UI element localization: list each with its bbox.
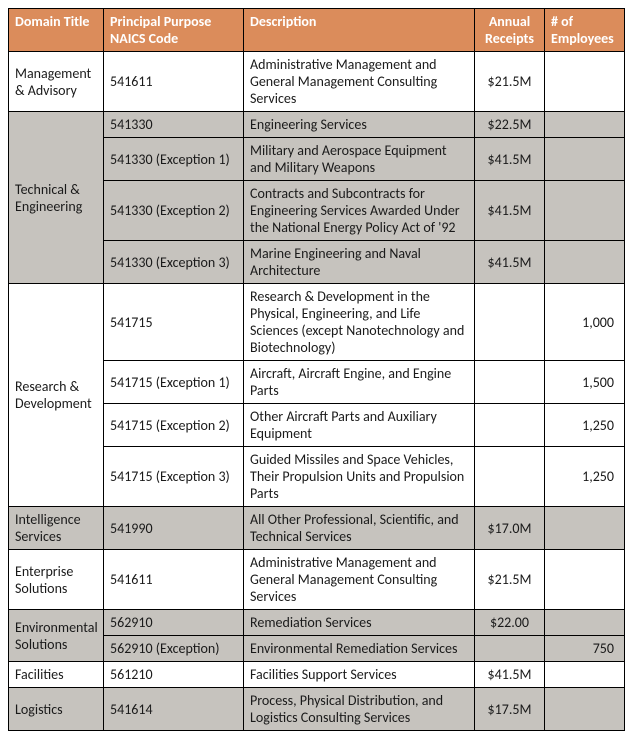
cell-emp bbox=[545, 507, 625, 550]
cell-desc: Other Aircraft Parts and Auxiliary Equip… bbox=[244, 404, 475, 447]
col-header-domain: Domain Title bbox=[9, 9, 104, 52]
cell-receipts: $21.5M bbox=[475, 550, 545, 610]
table-row: Enterprise Solutions541611Administrative… bbox=[9, 550, 625, 610]
cell-receipts: $17.5M bbox=[475, 688, 545, 731]
table-row: Management & Advisory541611Administrativ… bbox=[9, 52, 625, 112]
cell-domain: Technical & Engineering bbox=[9, 112, 104, 284]
cell-desc: Contracts and Subcontracts for Engineeri… bbox=[244, 181, 475, 241]
cell-emp: 1,500 bbox=[545, 361, 625, 404]
cell-receipts: $21.5M bbox=[475, 52, 545, 112]
cell-naics: 562910 bbox=[104, 610, 244, 636]
cell-receipts bbox=[475, 361, 545, 404]
cell-desc: Remediation Services bbox=[244, 610, 475, 636]
table-row: Logistics541614Process, Physical Distrib… bbox=[9, 688, 625, 731]
cell-receipts: $41.5M bbox=[475, 181, 545, 241]
cell-emp: 1,000 bbox=[545, 284, 625, 361]
cell-domain: Facilities bbox=[9, 662, 104, 688]
cell-receipts: $41.5M bbox=[475, 662, 545, 688]
cell-desc: Administrative Management and General Ma… bbox=[244, 550, 475, 610]
cell-desc: Environmental Remediation Services bbox=[244, 636, 475, 662]
cell-emp bbox=[545, 181, 625, 241]
cell-naics: 561210 bbox=[104, 662, 244, 688]
cell-receipts: $41.5M bbox=[475, 241, 545, 284]
cell-desc: Research & Development in the Physical, … bbox=[244, 284, 475, 361]
col-header-naics: Principal Purpose NAICS Code bbox=[104, 9, 244, 52]
cell-emp: 1,250 bbox=[545, 404, 625, 447]
cell-naics: 541611 bbox=[104, 550, 244, 610]
cell-desc: Guided Missiles and Space Vehicles, Thei… bbox=[244, 447, 475, 507]
cell-desc: Marine Engineering and Naval Architectur… bbox=[244, 241, 475, 284]
cell-emp bbox=[545, 550, 625, 610]
table-row: Intelligence Services541990All Other Pro… bbox=[9, 507, 625, 550]
cell-emp bbox=[545, 112, 625, 138]
cell-desc: Military and Aerospace Equipment and Mil… bbox=[244, 138, 475, 181]
cell-domain: Research & Development bbox=[9, 284, 104, 507]
cell-emp: 1,250 bbox=[545, 447, 625, 507]
cell-emp bbox=[545, 241, 625, 284]
cell-naics: 541715 (Exception 2) bbox=[104, 404, 244, 447]
cell-emp bbox=[545, 662, 625, 688]
cell-receipts: $17.0M bbox=[475, 507, 545, 550]
cell-receipts bbox=[475, 404, 545, 447]
cell-desc: Aircraft, Aircraft Engine, and Engine Pa… bbox=[244, 361, 475, 404]
cell-desc: Process, Physical Distribution, and Logi… bbox=[244, 688, 475, 731]
cell-receipts: $22.5M bbox=[475, 112, 545, 138]
cell-naics: 562910 (Exception) bbox=[104, 636, 244, 662]
cell-domain: Enterprise Solutions bbox=[9, 550, 104, 610]
cell-emp bbox=[545, 688, 625, 731]
cell-naics: 541715 (Exception 3) bbox=[104, 447, 244, 507]
cell-receipts bbox=[475, 636, 545, 662]
cell-emp bbox=[545, 52, 625, 112]
cell-domain: Intelligence Services bbox=[9, 507, 104, 550]
cell-receipts: $22.00 bbox=[475, 610, 545, 636]
cell-naics: 541715 (Exception 1) bbox=[104, 361, 244, 404]
cell-receipts bbox=[475, 447, 545, 507]
table-body: Management & Advisory541611Administrativ… bbox=[9, 52, 625, 731]
cell-domain: Management & Advisory bbox=[9, 52, 104, 112]
cell-domain: Logistics bbox=[9, 688, 104, 731]
table-row: Research & Development541715Research & D… bbox=[9, 284, 625, 361]
cell-naics: 541614 bbox=[104, 688, 244, 731]
table-header-row: Domain Title Principal Purpose NAICS Cod… bbox=[9, 9, 625, 52]
cell-domain: Environmental Solutions bbox=[9, 610, 104, 662]
cell-naics: 541330 (Exception 3) bbox=[104, 241, 244, 284]
cell-naics: 541330 (Exception 2) bbox=[104, 181, 244, 241]
cell-desc: Facilities Support Services bbox=[244, 662, 475, 688]
cell-naics: 541611 bbox=[104, 52, 244, 112]
cell-emp bbox=[545, 138, 625, 181]
cell-naics: 541990 bbox=[104, 507, 244, 550]
table-row: Environmental Solutions562910Remediation… bbox=[9, 610, 625, 636]
cell-emp: 750 bbox=[545, 636, 625, 662]
cell-desc: All Other Professional, Scientific, and … bbox=[244, 507, 475, 550]
col-header-emp: # of Employees bbox=[545, 9, 625, 52]
cell-desc: Engineering Services bbox=[244, 112, 475, 138]
cell-naics: 541715 bbox=[104, 284, 244, 361]
cell-receipts: $41.5M bbox=[475, 138, 545, 181]
naics-table: Domain Title Principal Purpose NAICS Cod… bbox=[8, 8, 625, 731]
cell-desc: Administrative Management and General Ma… bbox=[244, 52, 475, 112]
cell-receipts bbox=[475, 284, 545, 361]
cell-emp bbox=[545, 610, 625, 636]
table-row: Technical & Engineering541330Engineering… bbox=[9, 112, 625, 138]
col-header-desc: Description bbox=[244, 9, 475, 52]
table-row: Facilities561210Facilities Support Servi… bbox=[9, 662, 625, 688]
cell-naics: 541330 bbox=[104, 112, 244, 138]
cell-naics: 541330 (Exception 1) bbox=[104, 138, 244, 181]
col-header-receipts: Annual Receipts bbox=[475, 9, 545, 52]
